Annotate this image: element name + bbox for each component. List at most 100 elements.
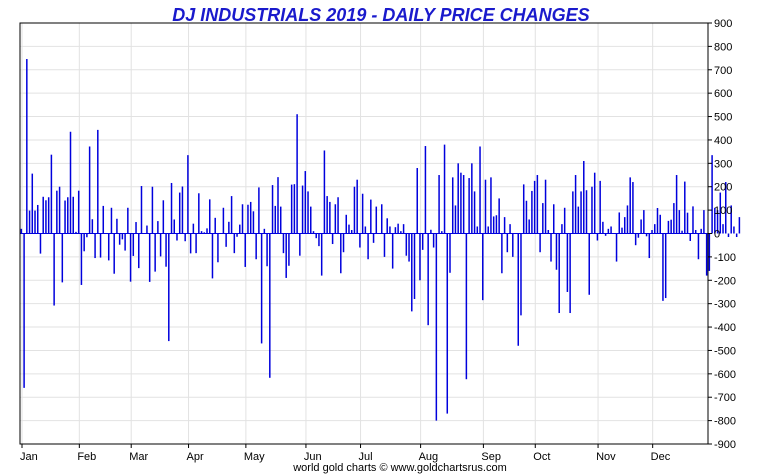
bar: [708, 233, 711, 271]
x-tick-label: Jan: [20, 451, 38, 463]
bar: [69, 131, 72, 234]
bar: [277, 177, 279, 234]
y-tick-label: -200: [714, 275, 736, 287]
bar: [290, 184, 293, 234]
bar: [607, 228, 610, 234]
bar: [42, 196, 44, 234]
bar: [116, 218, 118, 234]
bar: [53, 233, 55, 306]
bar: [222, 207, 225, 234]
bar: [121, 233, 124, 240]
bar: [320, 233, 323, 276]
y-tick-label: 100: [714, 205, 732, 217]
bar: [138, 233, 140, 269]
axes: 900 800 700 600 500 400 300 200 100 0 -100 -200 -300…: [19, 18, 736, 463]
bar: [307, 191, 309, 234]
bar: [391, 233, 394, 269]
bar: [441, 231, 443, 234]
bar: [615, 233, 618, 262]
bar: [419, 233, 421, 281]
bar: [94, 233, 96, 259]
bar: [285, 233, 287, 278]
bar: [533, 180, 536, 234]
bar: [173, 219, 176, 234]
bar: [536, 175, 539, 234]
bar: [304, 171, 307, 234]
bar: [591, 186, 593, 234]
bar: [274, 205, 277, 234]
bar: [684, 181, 686, 234]
bar: [637, 233, 640, 238]
bar: [484, 179, 487, 234]
bar: [249, 201, 252, 234]
bar: [80, 233, 83, 285]
bar: [547, 229, 550, 234]
bar: [233, 233, 236, 254]
bar: [157, 221, 159, 234]
bar: [435, 233, 438, 421]
x-tick-label: Nov: [596, 451, 616, 463]
bar: [372, 233, 375, 243]
bar: [370, 199, 372, 234]
x-tick-label: Sep: [481, 451, 501, 463]
bar: [724, 182, 727, 234]
bar: [353, 186, 356, 234]
bar: [176, 233, 178, 241]
bar: [670, 219, 672, 234]
bar: [331, 233, 334, 245]
bar: [656, 208, 659, 234]
bar: [716, 210, 719, 234]
bar: [271, 185, 274, 234]
bar: [129, 233, 132, 282]
bar: [162, 200, 165, 234]
bar: [705, 233, 708, 276]
bar: [400, 231, 402, 234]
y-tick-label: 500: [714, 112, 732, 124]
bar: [91, 219, 94, 234]
y-tick-label: -800: [714, 416, 736, 428]
bar: [460, 172, 462, 234]
bar: [288, 233, 290, 266]
x-tick-label: Oct: [533, 451, 550, 463]
bar: [132, 233, 135, 256]
bar: [539, 233, 541, 253]
bar: [299, 233, 301, 256]
bar: [733, 226, 735, 234]
bar: [416, 168, 418, 234]
bar: [255, 233, 257, 260]
y-tick-label: 300: [714, 158, 732, 170]
bar: [342, 233, 345, 253]
y-tick-label: -700: [714, 392, 736, 404]
bar: [214, 217, 216, 234]
bar: [165, 233, 167, 267]
bar: [495, 215, 498, 234]
bar: [566, 233, 569, 292]
bar: [380, 204, 383, 234]
bar: [662, 233, 664, 301]
bar: [659, 214, 661, 234]
bar: [451, 177, 454, 234]
bar: [703, 210, 705, 234]
bar: [356, 179, 358, 234]
bar: [678, 210, 681, 234]
y-tick-label: -900: [714, 439, 736, 451]
bar: [517, 233, 520, 346]
bar: [449, 233, 451, 273]
bar: [217, 233, 219, 263]
bar: [189, 233, 192, 254]
bar: [198, 193, 200, 234]
bar: [544, 179, 547, 234]
bar: [146, 225, 148, 234]
bar: [296, 114, 298, 234]
chart-title: DJ INDUSTRIALS 2019 - DAILY PRICE CHANGE…: [172, 5, 589, 25]
bar: [569, 233, 571, 314]
y-tick-label: 900: [714, 18, 732, 30]
bar: [361, 193, 364, 234]
bar: [487, 226, 489, 234]
bar: [438, 175, 440, 234]
x-tick-label: Feb: [77, 451, 96, 463]
y-tick-label: -500: [714, 345, 736, 357]
bar: [260, 233, 263, 344]
x-tick-label: Dec: [651, 451, 671, 463]
bar: [550, 233, 552, 262]
